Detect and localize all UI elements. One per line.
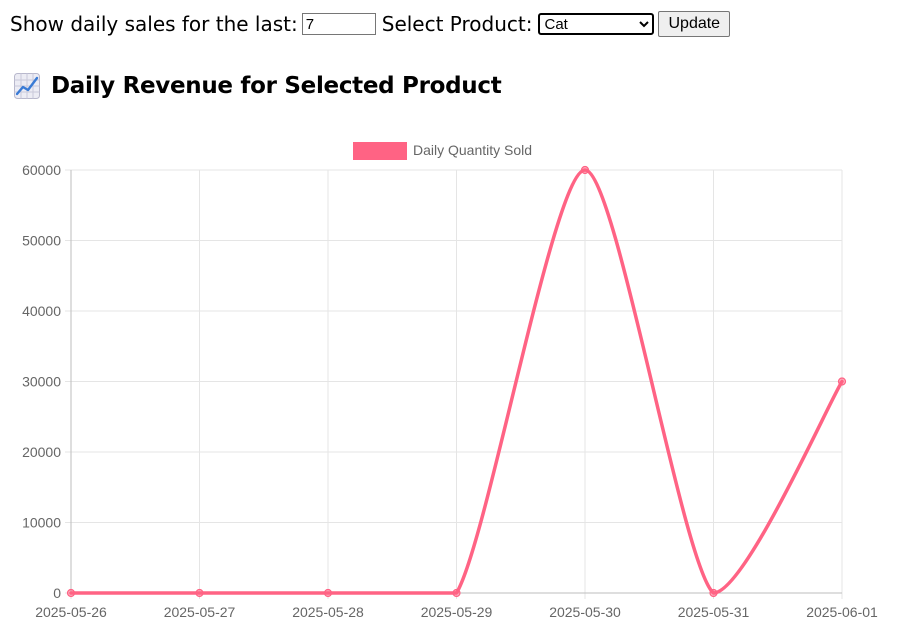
days-label: Show daily sales for the last: [10,12,298,36]
y-tick-label: 20000 [22,444,61,460]
data-point [66,588,76,598]
y-tick-label: 60000 [22,162,61,178]
legend-label: Daily Quantity Sold [413,142,532,158]
y-tick-label: 0 [53,585,61,601]
data-point [709,588,718,598]
x-tick-label: 2025-05-30 [549,604,621,620]
chart-increasing-icon [14,73,40,99]
y-tick-label: 40000 [22,303,61,319]
update-button[interactable]: Update [658,11,731,37]
y-tick-label: 30000 [22,374,61,390]
product-label: Select Product: [381,12,533,36]
data-point [837,377,847,386]
y-tick-label: 50000 [22,233,61,249]
controls-bar: Show daily sales for the last: Select Pr… [10,8,731,40]
line-chart: 0 10000 20000 30000 40000 50000 60000 2025-05-2… [22,142,878,620]
x-tick-label: 2025-05-27 [164,604,236,620]
x-tick-label: 2025-05-29 [421,604,493,620]
data-point [580,165,590,175]
data-point [195,588,204,598]
x-tick-label: 2025-05-28 [292,604,364,620]
y-tick-label: 10000 [22,515,61,531]
days-input[interactable] [301,13,376,35]
x-tick-label: 2025-05-31 [678,604,750,620]
x-tick-label: 2025-06-01 [806,604,878,620]
page-heading: Daily Revenue for Selected Product [14,66,502,106]
x-tick-label: 2025-05-26 [35,604,107,620]
legend-swatch [353,142,407,160]
product-select[interactable]: Cat [538,13,655,35]
data-point [452,588,461,598]
page-title: Daily Revenue for Selected Product [51,73,502,99]
data-point [323,588,333,598]
